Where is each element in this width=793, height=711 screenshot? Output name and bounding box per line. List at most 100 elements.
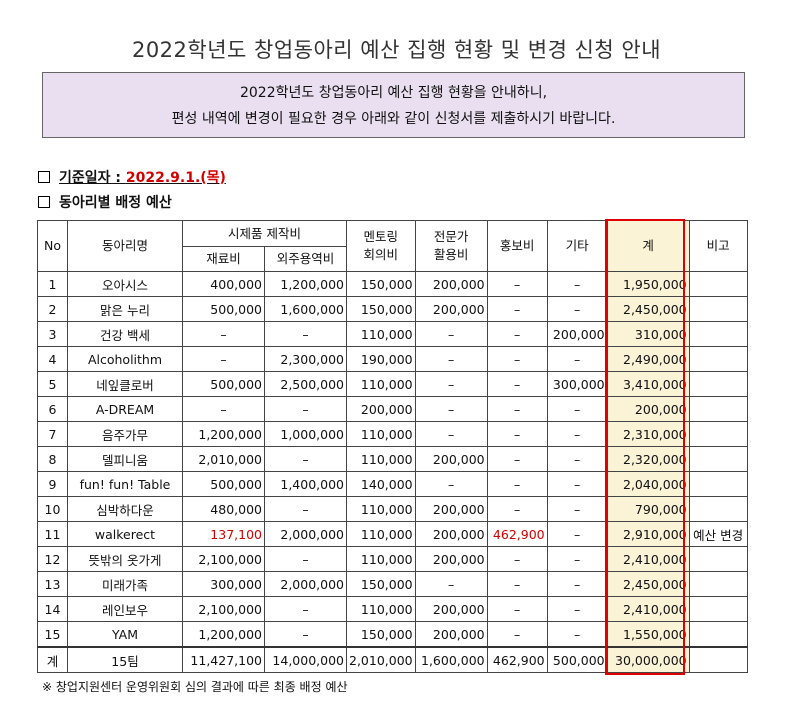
table-row: 3 건강 백세 – –110,000– –200,000 310,000 xyxy=(37,321,748,347)
header-total: 계 xyxy=(606,220,690,272)
cell-promo: – xyxy=(486,321,548,347)
cell-no: 4 xyxy=(37,346,68,372)
cell-club: 15팀 xyxy=(67,646,183,673)
cell-no: 10 xyxy=(37,496,68,522)
cell-etc: 200,000 xyxy=(546,321,608,347)
cell-note xyxy=(688,546,748,572)
cell-outsourcing: 2,000,000 xyxy=(264,521,347,547)
cell-etc: – xyxy=(546,446,608,472)
cell-outsourcing: 14,000,000 xyxy=(264,646,347,673)
header-production: 시제품 제작비 xyxy=(182,220,347,247)
cell-etc: – xyxy=(546,571,608,597)
cell-mentoring: 110,000 xyxy=(346,496,416,522)
cell-outsourcing: – xyxy=(264,396,347,422)
budget-table-body: 1 오아시스 400,000 1,200,000 150,000 200,000– –1,9… xyxy=(37,271,748,673)
cell-promo: – xyxy=(486,396,548,422)
cell-no: 14 xyxy=(37,596,68,622)
cell-club: 미래가족 xyxy=(67,571,183,597)
table-heading-text: 동아리별 배정 예산 xyxy=(59,195,172,211)
cell-no: 12 xyxy=(37,546,68,572)
cell-promo: 462,900 xyxy=(486,646,548,673)
cell-note xyxy=(688,346,748,372)
cell-material: 1,200,000 xyxy=(182,621,265,648)
cell-material: – xyxy=(182,321,265,347)
cell-outsourcing: – xyxy=(264,546,347,572)
cell-expert: – xyxy=(414,396,488,422)
cell-etc: 300,000 xyxy=(546,371,608,397)
date-value: 2022.9.1.(목) xyxy=(125,170,226,186)
cell-mentoring: 110,000 xyxy=(346,446,416,472)
header-club: 동아리명 xyxy=(67,220,183,272)
table-row: 15 YAM 1,200,000–150,000 200,000– –1,550,000 xyxy=(37,621,748,648)
cell-outsourcing: – xyxy=(264,321,347,347)
cell-etc: – xyxy=(546,271,608,297)
cell-material: 2,100,000 xyxy=(182,596,265,622)
cell-mentoring: 110,000 xyxy=(346,546,416,572)
cell-etc: – xyxy=(546,421,608,447)
cell-note xyxy=(688,371,748,397)
header-etc: 기타 xyxy=(546,220,608,272)
cell-mentoring: 150,000 xyxy=(346,296,416,322)
cell-material: 2,010,000 xyxy=(182,446,265,472)
cell-club: 음주가무 xyxy=(67,421,183,447)
header-mentoring: 멘토링 회의비 xyxy=(346,220,416,272)
cell-material: 500,000 xyxy=(182,371,265,397)
cell-mentoring: 110,000 xyxy=(346,371,416,397)
cell-promo: – xyxy=(486,296,548,322)
cell-expert: – xyxy=(414,471,488,497)
cell-material: 500,000 xyxy=(182,471,265,497)
cell-total: 2,320,000 xyxy=(606,446,690,472)
cell-total: 310,000 xyxy=(606,321,690,347)
date-label: 기준일자 : xyxy=(59,170,126,186)
cell-total: 790,000 xyxy=(606,496,690,522)
cell-expert: – xyxy=(414,321,488,347)
cell-outsourcing: 1,600,000 xyxy=(264,296,347,322)
cell-material: 400,000 xyxy=(182,271,265,297)
cell-outsourcing: 1,200,000 xyxy=(264,271,347,297)
cell-outsourcing: 2,300,000 xyxy=(264,346,347,372)
cell-club: Alcoholithm xyxy=(67,346,183,372)
table-row: 10 심박하다운 480,000–110,000 200,000– –790,000 xyxy=(37,496,748,522)
cell-no: 7 xyxy=(37,421,68,447)
cell-total: 2,450,000 xyxy=(606,296,690,322)
cell-promo: – xyxy=(486,271,548,297)
cell-total: 2,310,000 xyxy=(606,421,690,447)
cell-material: 2,100,000 xyxy=(182,546,265,572)
checkbox-square-icon xyxy=(38,196,50,208)
cell-promo: – xyxy=(486,471,548,497)
cell-no: 11 xyxy=(37,521,68,547)
table-row: 4 Alcoholithm –2,300,000 190,000– – –2,490,00… xyxy=(37,346,748,372)
cell-total: 2,450,000 xyxy=(606,571,690,597)
cell-outsourcing: – xyxy=(264,621,347,648)
cell-material: 137,100 xyxy=(182,521,265,547)
cell-promo: – xyxy=(486,371,548,397)
cell-etc: – xyxy=(546,621,608,648)
cell-etc: – xyxy=(546,546,608,572)
cell-material: 500,000 xyxy=(182,296,265,322)
table-row: 7 음주가무 1,200,000 1,000,000 110,000– – –2,310,0… xyxy=(37,421,748,447)
footnote: ※ 창업지원센터 운영위원회 심의 결과에 따른 최종 배정 예산 xyxy=(42,680,348,694)
cell-no: 6 xyxy=(37,396,68,422)
header-note: 비고 xyxy=(688,220,748,272)
cell-expert: 200,000 xyxy=(414,296,488,322)
cell-mentoring: 2,010,000 xyxy=(346,646,416,673)
cell-expert: 200,000 xyxy=(414,271,488,297)
cell-mentoring: 150,000 xyxy=(346,271,416,297)
cell-club: 심박하다운 xyxy=(67,496,183,522)
cell-no: 5 xyxy=(37,371,68,397)
cell-mentoring: 150,000 xyxy=(346,571,416,597)
cell-no: 15 xyxy=(37,621,68,648)
cell-total: 1,950,000 xyxy=(606,271,690,297)
cell-no: 2 xyxy=(37,296,68,322)
page-title: 2022학년도 창업동아리 예산 집행 현황 및 변경 신청 안내 xyxy=(131,38,662,62)
cell-total: 2,040,000 xyxy=(606,471,690,497)
table-row: 11 walkerect 137,100 2,000,000 110,000 200,00… xyxy=(37,521,748,547)
cell-club: 레인보우 xyxy=(67,596,183,622)
cell-promo: – xyxy=(486,421,548,447)
cell-mentoring: 110,000 xyxy=(346,321,416,347)
cell-outsourcing: – xyxy=(264,446,347,472)
cell-promo: – xyxy=(486,571,548,597)
cell-no: 9 xyxy=(37,471,68,497)
cell-promo: – xyxy=(486,496,548,522)
cell-no: 계 xyxy=(37,646,68,673)
